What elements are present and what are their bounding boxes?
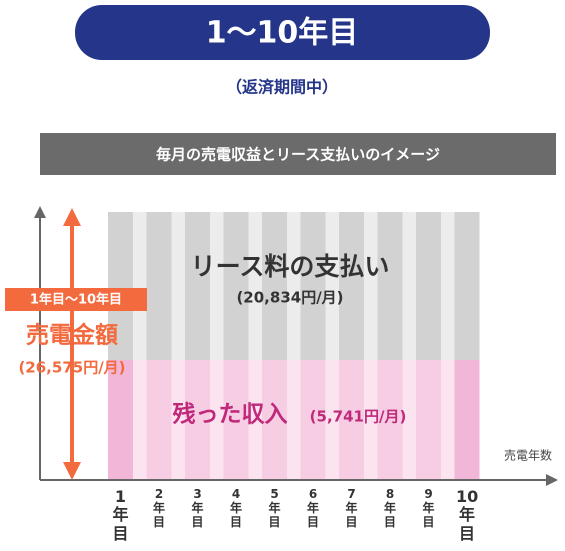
column-label: 8年目 (383, 487, 396, 529)
income-bar (108, 360, 133, 480)
column-label: 4年目 (229, 487, 242, 529)
x-axis-label: 売電年数 (504, 448, 552, 463)
lease-bar (454, 212, 480, 360)
title-pill (75, 5, 490, 60)
banner: 毎月の売電収益とリース支払いのイメージ (156, 146, 440, 164)
lease-label: リース料の支払い (191, 252, 390, 281)
lease-bar (146, 212, 172, 360)
sales-label: 売電金額 (26, 322, 118, 349)
column-label: 1年目 (112, 487, 129, 543)
lease-bar (377, 212, 403, 360)
lease-bar (339, 212, 364, 360)
income-label: 残った収入 (173, 401, 288, 428)
x-arrow (546, 474, 558, 486)
arrow-head (63, 208, 81, 226)
period: 1年目～10年目 (30, 292, 122, 308)
lease-bar (416, 212, 441, 360)
y-arrow (34, 206, 46, 218)
lease-amount: (20,834円/月) (236, 289, 343, 307)
subtitle: （返済期間中） (226, 78, 338, 97)
income-bar (262, 360, 287, 480)
title: 1～10年目 (206, 16, 359, 51)
income-bar (454, 360, 480, 480)
column-label: 2年目 (152, 487, 165, 529)
lease-bar (300, 212, 326, 360)
arrow-head (63, 462, 81, 480)
income-bar (416, 360, 441, 480)
income-bar (185, 360, 210, 480)
income-bar (339, 360, 364, 480)
income-amount: (5,741円/月) (310, 408, 407, 426)
sales-amount: (26,575円/月) (18, 359, 125, 377)
column-label: 9年目 (422, 487, 435, 529)
column-label: 10年目 (456, 487, 479, 543)
lease-bar (262, 212, 287, 360)
lease-bar (185, 212, 210, 360)
income-bar (377, 360, 403, 480)
income-bar (146, 360, 172, 480)
income-bar (300, 360, 326, 480)
income-bar (223, 360, 249, 480)
column-label: 5年目 (268, 487, 281, 529)
column-label: 3年目 (191, 487, 204, 529)
lease-bar (108, 212, 133, 360)
period-box (5, 288, 147, 311)
lease-bar (223, 212, 249, 360)
column-label: 7年目 (345, 487, 358, 529)
banner-bg (40, 133, 556, 175)
column-label: 6年目 (306, 487, 319, 529)
